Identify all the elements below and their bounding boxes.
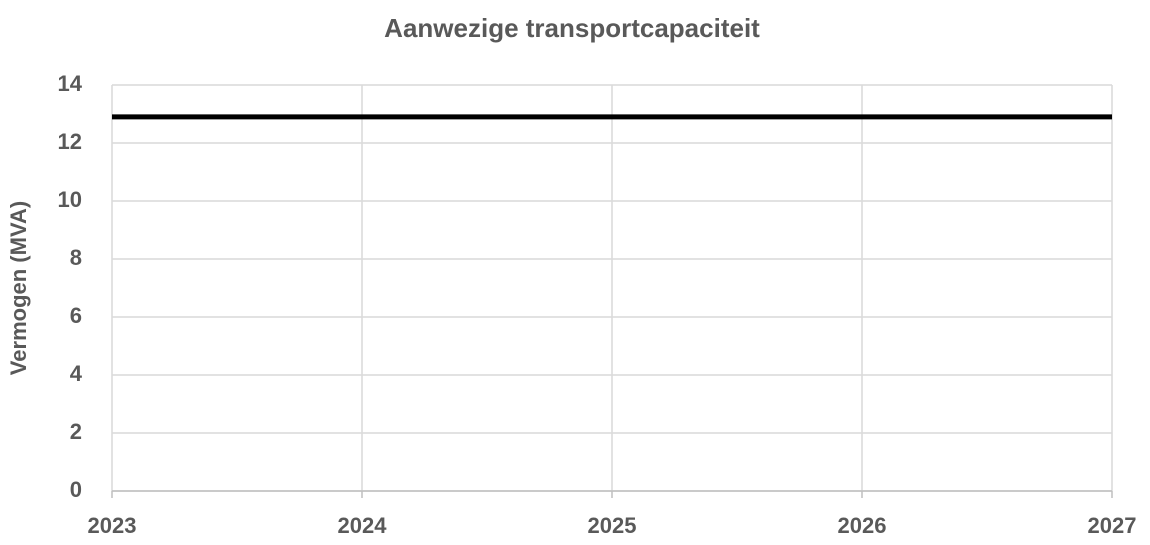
y-tick-label: 14	[58, 71, 83, 96]
y-tick-label: 6	[70, 303, 82, 328]
x-tick-label: 2027	[1088, 513, 1137, 538]
y-tick-label: 2	[70, 419, 82, 444]
y-tick-label: 4	[70, 361, 83, 386]
x-tick-label: 2023	[88, 513, 137, 538]
x-tick-label: 2024	[338, 513, 388, 538]
x-tick-label: 2026	[838, 513, 887, 538]
y-tick-label: 0	[70, 477, 82, 502]
y-tick-label: 8	[70, 245, 82, 270]
chart-title: Aanwezige transportcapaciteit	[384, 13, 760, 43]
x-tick-label: 2025	[588, 513, 637, 538]
y-tick-label: 10	[58, 187, 82, 212]
y-axis-label: Vermogen (MVA)	[6, 201, 31, 375]
y-tick-label: 12	[58, 129, 82, 154]
